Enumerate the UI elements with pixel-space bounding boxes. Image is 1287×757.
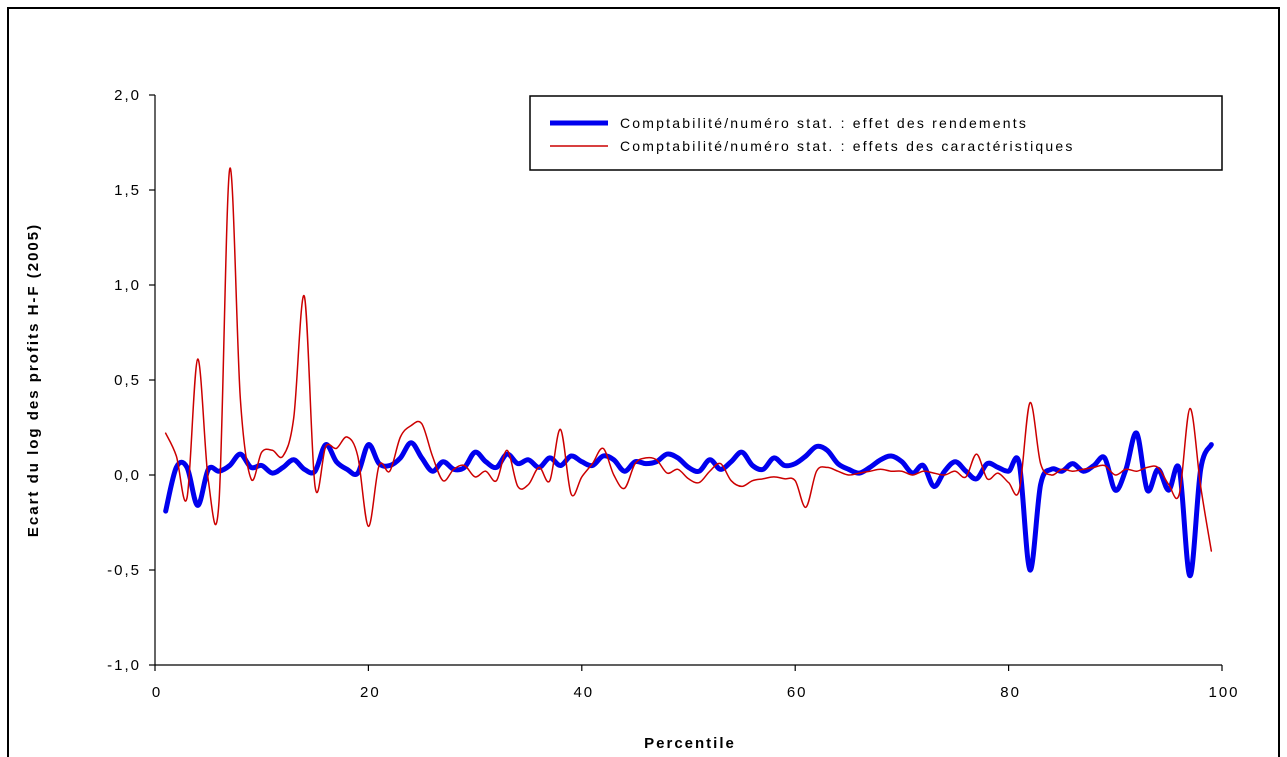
x-tick-label: 40 (573, 684, 594, 701)
y-tick-label: 1,5 (114, 182, 141, 199)
x-tick-label: 60 (787, 684, 808, 701)
y-tick-label: 1,0 (114, 277, 141, 294)
legend: Comptabilité/numéro stat. : effet des re… (529, 95, 1223, 171)
series-lines (163, 167, 1214, 579)
legend-label-caracteristiques: Comptabilité/numéro stat. : effets des c… (620, 138, 1075, 154)
y-axis: -1,0 -0,5 0,0 0,5 1,0 1,5 2,0 (107, 87, 156, 674)
x-tick-label: 0 (152, 684, 162, 701)
x-tick-label: 80 (1000, 684, 1021, 701)
y-tick-label: 2,0 (114, 87, 141, 104)
x-axis: 0 20 40 60 80 100 (152, 664, 1239, 701)
x-tick-label: 100 (1208, 684, 1239, 701)
x-tick-label: 20 (360, 684, 381, 701)
series-line-rendements (163, 430, 1214, 579)
legend-label-rendements: Comptabilité/numéro stat. : effet des re… (620, 115, 1028, 131)
y-tick-label: 0,0 (114, 467, 141, 484)
legend-box (529, 95, 1223, 171)
y-tick-label: -0,5 (107, 562, 141, 579)
series-line-caracteristiques (164, 167, 1213, 552)
y-tick-label: -1,0 (107, 657, 141, 674)
y-axis-title: Ecart du log des profits H-F (2005) (25, 223, 42, 537)
y-tick-label: 0,5 (114, 372, 141, 389)
x-axis-title: Percentile (644, 735, 736, 752)
